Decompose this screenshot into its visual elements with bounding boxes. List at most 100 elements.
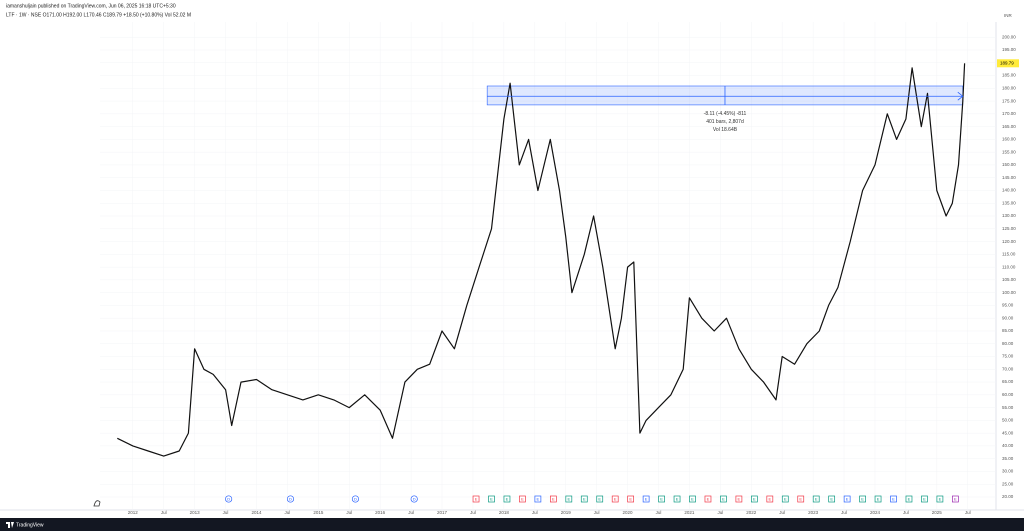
y-tick-label: 145.00 (1002, 175, 1016, 180)
x-tick-label: 2019 (561, 510, 572, 515)
event-label: E (954, 496, 957, 501)
event-label: D (227, 496, 230, 501)
event-icon (596, 495, 604, 503)
event-marker: E (627, 495, 635, 503)
y-tick-label: 95.00 (1002, 303, 1014, 308)
event-label: E (691, 496, 694, 501)
x-tick-label: Jul (161, 510, 167, 515)
event-marker: E (828, 495, 836, 503)
y-tick-label: 30.00 (1002, 469, 1014, 474)
event-marker: E (890, 495, 897, 503)
publish-line: iamanshuljain published on TradingView.c… (6, 3, 176, 9)
event-label: E (799, 496, 802, 501)
x-tick-label: Jul (965, 510, 971, 515)
y-tick-label: 185.00 (1002, 73, 1016, 78)
event-label: E (923, 496, 926, 501)
y-tick-label: 40.00 (1002, 443, 1014, 448)
price-line (117, 63, 966, 457)
x-tick-label: Jul (779, 510, 785, 515)
event-marker: E (812, 495, 820, 503)
x-tick-label: 2025 (932, 510, 943, 515)
event-label: E (629, 496, 632, 501)
event-icon (565, 495, 573, 503)
x-tick-label: Jul (656, 510, 662, 515)
event-marker: E (874, 495, 882, 503)
last-price-label: 189.79 (1000, 60, 1014, 65)
event-icon (781, 495, 789, 503)
event-label: E (846, 496, 849, 501)
y-tick-label: 135.00 (1002, 200, 1016, 205)
y-tick-label: 115.00 (1002, 252, 1016, 257)
event-label: E (908, 496, 911, 501)
brand: TradingView (16, 522, 44, 528)
event-icon (658, 495, 665, 503)
y-tick-label: 105.00 (1002, 277, 1016, 282)
y-tick-label: 200.00 (1002, 34, 1016, 39)
watermark-icon (93, 500, 101, 507)
x-tick-label: 2012 (128, 510, 139, 515)
event-icon (812, 495, 820, 503)
event-label: D (289, 496, 292, 501)
x-tick-label: 2022 (746, 510, 757, 515)
event-icon (751, 495, 758, 503)
event-label: E (753, 496, 756, 501)
event-label: E (784, 496, 787, 501)
event-marker: E (952, 495, 959, 503)
y-tick-label: 90.00 (1002, 315, 1014, 320)
event-marker: E (797, 495, 805, 503)
event-marker: E (596, 495, 604, 503)
x-tick-label: 2013 (190, 510, 201, 515)
event-icon (410, 495, 418, 503)
event-marker: D (225, 495, 233, 503)
event-marker: E (658, 495, 665, 503)
y-tick-label: 165.00 (1002, 124, 1016, 129)
measure-label: Vol 18.64B (713, 127, 738, 133)
y-tick-label: 20.00 (1002, 494, 1014, 499)
event-icon (472, 495, 480, 503)
event-icon (720, 495, 727, 503)
event-icon (689, 495, 696, 503)
x-tick-label: 2023 (808, 510, 819, 515)
currency: INR (1004, 13, 1013, 18)
event-marker: E (936, 495, 944, 503)
x-tick-label: 2021 (684, 510, 695, 515)
event-marker: E (689, 495, 696, 503)
event-label: E (614, 496, 617, 501)
event-label: E (707, 496, 710, 501)
measure-label: -8.11 (-4.45%) -811 (704, 111, 747, 117)
measure-label: 401 bars, 2,807d (706, 119, 744, 125)
x-tick-label: Jul (285, 510, 291, 515)
x-tick-label: 2015 (313, 510, 324, 515)
event-icon (735, 495, 743, 503)
x-tick-label: 2018 (499, 510, 510, 515)
event-marker: E (503, 495, 511, 503)
x-tick-label: Jul (346, 510, 352, 515)
y-tick-label: 120.00 (1002, 239, 1016, 244)
event-label: E (490, 496, 493, 501)
event-marker: E (472, 495, 480, 503)
y-tick-label: 140.00 (1002, 188, 1016, 193)
event-icon (549, 495, 557, 503)
event-label: E (521, 496, 524, 501)
event-icon (611, 495, 619, 503)
event-icon (534, 495, 542, 503)
event-marker: D (351, 495, 359, 503)
x-tick-label: 2017 (437, 510, 448, 515)
event-icon (921, 495, 928, 503)
event-icon (503, 495, 511, 503)
y-tick-label: 100.00 (1002, 290, 1016, 295)
event-icon (859, 495, 866, 503)
event-marker: E (735, 495, 743, 503)
y-tick-label: 175.00 (1002, 98, 1016, 103)
event-label: E (861, 496, 864, 501)
y-tick-label: 80.00 (1002, 341, 1014, 346)
event-label: E (768, 496, 771, 501)
y-tick-label: 125.00 (1002, 226, 1016, 231)
event-label: E (939, 496, 942, 501)
event-marker: E (611, 495, 619, 503)
event-icon (890, 495, 897, 503)
event-label: E (892, 496, 895, 501)
event-label: E (583, 496, 586, 501)
event-label: E (537, 496, 540, 501)
